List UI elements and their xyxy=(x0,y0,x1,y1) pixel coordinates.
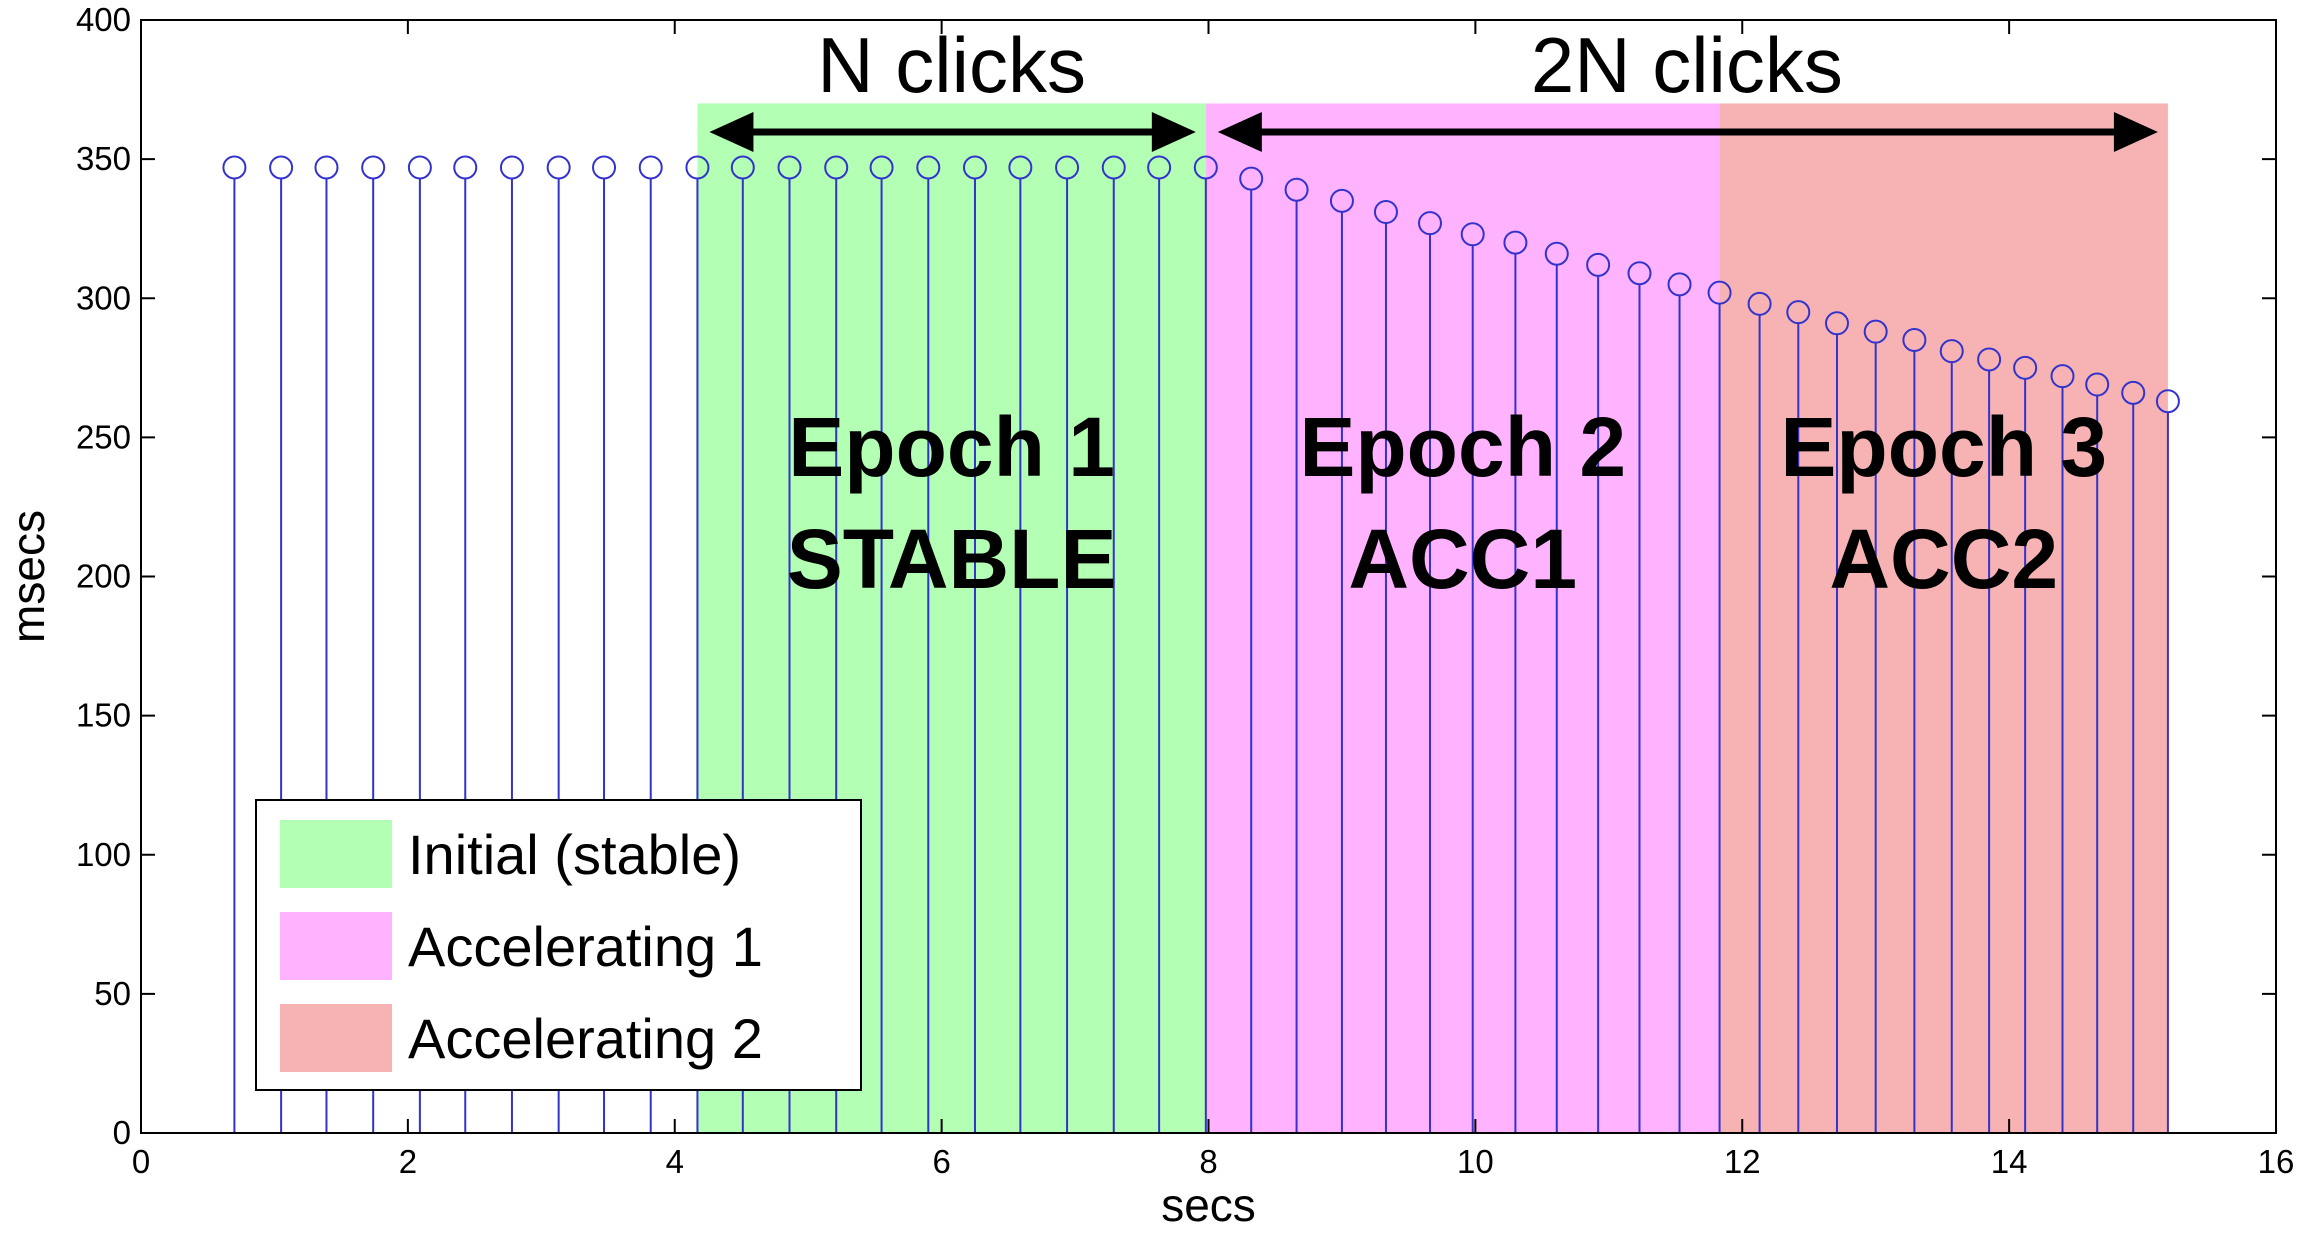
legend: Initial (stable) Accelerating 1 Accelerati… xyxy=(255,799,862,1091)
region-3 xyxy=(1719,103,2168,1134)
span-arrow-head-left xyxy=(1217,112,1262,152)
y-tick-label: 50 xyxy=(94,975,131,1012)
stem-marker xyxy=(685,155,710,180)
y-tick-label: 100 xyxy=(76,836,131,873)
stem-marker xyxy=(1503,230,1528,255)
stem-marker xyxy=(1667,272,1692,297)
x-tick-label: 2 xyxy=(399,1143,417,1180)
x-axis-ticks: 0 2 4 6 8 10 12 14 16 xyxy=(132,20,2295,1180)
stem-marker xyxy=(1147,155,1172,180)
stem-marker xyxy=(1747,291,1772,316)
legend-entry-label: Initial (stable) xyxy=(408,823,741,886)
stem-marker xyxy=(222,155,247,180)
stem-marker xyxy=(1329,188,1354,213)
stem-marker xyxy=(2013,355,2038,380)
stem-marker xyxy=(546,155,571,180)
stem-marker xyxy=(1627,261,1652,286)
stem-marker xyxy=(361,155,386,180)
span-annotation-label: N clicks xyxy=(817,21,1086,109)
stem-marker xyxy=(962,155,987,180)
stem-marker xyxy=(1939,339,1964,364)
span-arrow-head-right xyxy=(1151,112,1196,152)
stem-marker xyxy=(1193,155,1218,180)
y-tick-label: 400 xyxy=(76,1,131,38)
epoch-label-line1: Epoch 2 xyxy=(1299,400,1626,494)
epoch-label-line1: Epoch 1 xyxy=(788,400,1115,494)
stem-marker xyxy=(1586,252,1611,277)
stem-marker xyxy=(1284,177,1309,202)
stem-marker xyxy=(869,155,894,180)
stem-marker xyxy=(1418,211,1443,236)
span-arrow-head-left xyxy=(709,112,754,152)
legend-swatch xyxy=(280,1004,392,1072)
legend-swatch xyxy=(280,912,392,980)
y-tick-label: 0 xyxy=(113,1114,131,1151)
x-tick-label: 0 xyxy=(132,1143,150,1180)
stem-marker xyxy=(1460,222,1485,247)
stem-marker xyxy=(1101,155,1126,180)
epoch-label-line2: STABLE xyxy=(787,512,1117,606)
y-axis-label: msecs xyxy=(2,510,54,643)
stem-marker xyxy=(314,155,339,180)
stem-marker xyxy=(1544,241,1569,266)
x-tick-label: 14 xyxy=(1991,1143,2028,1180)
stem-marker xyxy=(730,155,755,180)
span-arrow-head-right xyxy=(2113,112,2158,152)
y-tick-label: 300 xyxy=(76,279,131,316)
y-tick-label: 250 xyxy=(76,418,131,455)
y-tick-label: 350 xyxy=(76,140,131,177)
epoch-regions xyxy=(697,103,2168,1134)
stem-marker xyxy=(1008,155,1033,180)
stem-marker xyxy=(824,155,849,180)
x-tick-label: 12 xyxy=(1724,1143,1761,1180)
stem-marker xyxy=(1239,166,1264,191)
stem-marker xyxy=(269,155,294,180)
stem-marker xyxy=(1977,347,2002,372)
stem-marker xyxy=(916,155,941,180)
stem-marker xyxy=(2121,380,2146,405)
y-tick-label: 150 xyxy=(76,697,131,734)
stem-marker xyxy=(1373,199,1398,224)
x-tick-label: 4 xyxy=(666,1143,684,1180)
x-tick-label: 10 xyxy=(1457,1143,1494,1180)
stem-marker xyxy=(2155,389,2180,414)
stem-marker xyxy=(407,155,432,180)
stem-marker xyxy=(638,155,663,180)
epoch-label-line1: Epoch 3 xyxy=(1780,400,2107,494)
x-tick-label: 16 xyxy=(2258,1143,2295,1180)
epoch-label-line2: ACC1 xyxy=(1348,512,1577,606)
y-tick-label: 200 xyxy=(76,558,131,595)
stem-marker xyxy=(453,155,478,180)
epoch-label-line2: ACC2 xyxy=(1829,512,2058,606)
x-axis-label: secs xyxy=(1161,1179,1256,1231)
span-annotation-label: 2N clicks xyxy=(1531,21,1843,109)
stem-marker xyxy=(592,155,617,180)
click-span-arrows: N clicks 2N clicks xyxy=(709,21,2158,152)
stem-marker xyxy=(2085,372,2110,397)
stem-marker xyxy=(1902,327,1927,352)
legend-entry-label: Accelerating 2 xyxy=(408,1007,763,1070)
epoch-labels: Epoch 1 STABLE Epoch 2 ACC1 Epoch 3 ACC2 xyxy=(787,400,2107,606)
x-tick-label: 6 xyxy=(932,1143,950,1180)
region-2 xyxy=(1205,103,1720,1134)
stem-marker xyxy=(777,155,802,180)
legend-swatch xyxy=(280,820,392,888)
stem-marker xyxy=(1707,280,1732,305)
stem-marker xyxy=(499,155,524,180)
legend-entry-label: Accelerating 1 xyxy=(408,915,763,978)
stem-marker xyxy=(2050,364,2075,389)
x-tick-label: 8 xyxy=(1199,1143,1217,1180)
stem-marker xyxy=(1055,155,1080,180)
stem-marker xyxy=(1824,311,1849,336)
stem-marker xyxy=(1786,300,1811,325)
stem-marker xyxy=(1863,319,1888,344)
y-axis-ticks: 0 50 100 150 200 250 300 350 400 xyxy=(76,1,2276,1151)
